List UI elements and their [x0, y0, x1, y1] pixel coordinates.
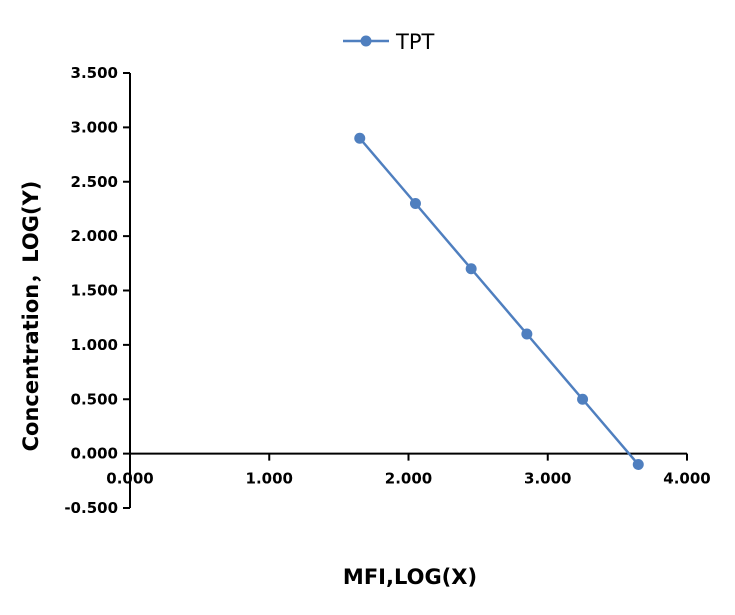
legend-marker-tpt [360, 35, 372, 47]
data-point [632, 459, 644, 470]
x-tick-label: 2.000 [385, 470, 432, 488]
data-point [354, 132, 366, 144]
x-axis-title: MFI,LOG(X) [343, 565, 477, 589]
plot-area [354, 132, 644, 470]
y-tick-label: 0.500 [71, 390, 118, 408]
y-tick-label: -0.500 [64, 499, 118, 517]
y-tick-label: 2.500 [71, 173, 118, 191]
data-point [409, 198, 421, 209]
axes: -0.500 0.000 0.500 1.000 1.500 2.000 2.500 3.00… [64, 64, 710, 517]
y-tick-label: 3.500 [71, 64, 118, 82]
y-tick-label: 1.000 [71, 336, 118, 354]
y-tick-label: 2.000 [71, 227, 118, 245]
data-point [521, 328, 533, 340]
legend: TPT [343, 30, 434, 54]
legend-label-tpt: TPT [395, 30, 434, 54]
y-tick-label: 1.500 [71, 282, 118, 300]
x-tick-label: 4.000 [663, 470, 710, 488]
data-point [465, 263, 477, 275]
y-tick-label: 3.000 [71, 118, 118, 136]
data-point [577, 393, 589, 405]
x-tick-label: 1.000 [246, 470, 293, 488]
y-tick-label: 0.000 [71, 445, 118, 463]
y-axis-title: Concentration，LOG(Y) [19, 181, 43, 452]
x-tick-label: 0.000 [106, 470, 153, 488]
series-line-tpt [358, 137, 640, 466]
x-tick-label: 3.000 [524, 470, 571, 488]
